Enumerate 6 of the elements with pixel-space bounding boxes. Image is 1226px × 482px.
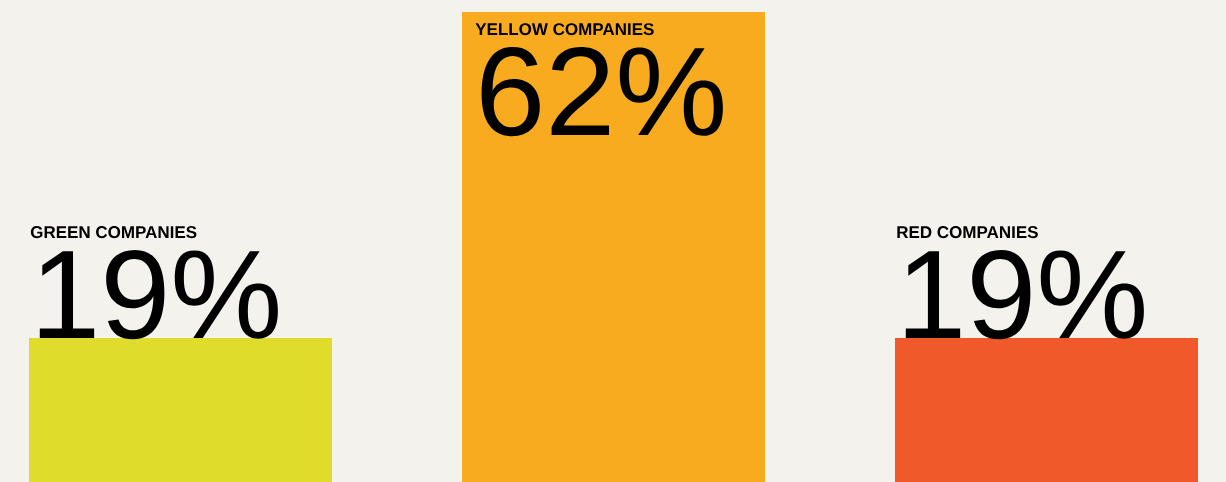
data-label: 62%	[481, 47, 723, 137]
x-tick-label: RED COMPANIES	[897, 226, 1038, 239]
x-tick-label: YELLOW COMPANIES	[475, 23, 654, 36]
data-label: 19%	[39, 249, 278, 340]
data-label: 19%	[905, 249, 1144, 340]
x-tick-label: GREEN COMPANIES	[30, 226, 197, 239]
